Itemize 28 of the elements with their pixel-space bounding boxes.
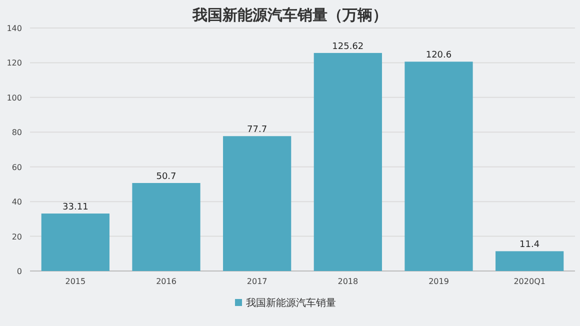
x-tick-label: 2020Q1 bbox=[514, 277, 546, 286]
data-label: 33.11 bbox=[62, 202, 88, 213]
bar bbox=[132, 183, 200, 271]
y-tick-label: 60 bbox=[12, 162, 22, 172]
data-label: 11.4 bbox=[520, 240, 540, 250]
y-tick-label: 0 bbox=[16, 267, 22, 276]
y-tick-label: 40 bbox=[12, 198, 22, 207]
legend-label: 我国新能源汽车销量 bbox=[246, 297, 336, 309]
bar bbox=[41, 214, 110, 271]
y-tick-label: 100 bbox=[6, 93, 22, 102]
y-tick-label: 20 bbox=[12, 232, 22, 242]
data-label: 120.6 bbox=[426, 50, 452, 61]
bar bbox=[223, 136, 292, 271]
x-tick-label: 2017 bbox=[246, 277, 268, 286]
y-tick-label: 140 bbox=[6, 24, 22, 33]
data-label: 50.7 bbox=[156, 172, 176, 182]
bar bbox=[404, 62, 473, 271]
bar bbox=[314, 52, 382, 271]
bar bbox=[496, 251, 564, 271]
y-tick-label: 120 bbox=[6, 58, 22, 68]
x-tick-label: 2018 bbox=[338, 277, 358, 286]
data-label: 77.7 bbox=[247, 125, 268, 136]
x-tick-label: 2019 bbox=[428, 277, 449, 286]
x-tick-label: 2016 bbox=[156, 277, 176, 286]
data-label: 125.62 bbox=[332, 42, 364, 52]
y-tick-label: 80 bbox=[12, 128, 22, 138]
x-tick-label: 2015 bbox=[65, 277, 86, 286]
chart-title: 我国新能源汽车销量（万辆） bbox=[192, 6, 388, 24]
